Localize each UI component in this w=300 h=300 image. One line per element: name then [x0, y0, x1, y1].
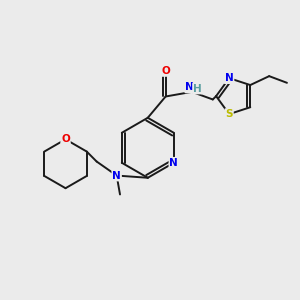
Text: N: N	[112, 171, 121, 181]
Text: N: N	[225, 73, 233, 83]
Text: O: O	[161, 66, 170, 76]
Text: N: N	[185, 82, 194, 92]
Text: S: S	[225, 109, 233, 119]
Text: H: H	[193, 83, 202, 94]
Text: N: N	[169, 158, 178, 168]
Text: O: O	[61, 134, 70, 144]
